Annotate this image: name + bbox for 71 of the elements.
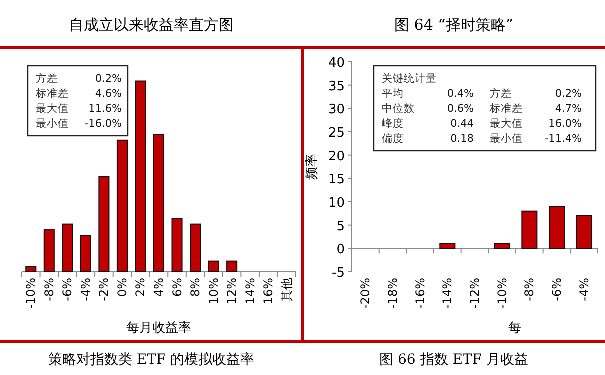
x-tick-label: -14%: [440, 278, 455, 310]
bar: [80, 235, 92, 272]
text: 最大值 16.0%: [490, 118, 582, 130]
text: 方差 0.2%: [36, 73, 122, 85]
x-tick-label: -18%: [386, 278, 400, 310]
text: 最大值 11.6%: [36, 103, 122, 115]
x-tick-label: -2%: [97, 278, 112, 302]
y-tick-label: 10: [328, 196, 345, 211]
bar: [153, 134, 165, 272]
x-tick-label: -6%: [60, 278, 75, 302]
text: 标准差 4.7%: [490, 103, 582, 115]
x-tick-label: 14%: [243, 278, 258, 305]
x-tick-label: 2%: [134, 278, 148, 298]
y-axis-title: 频率: [304, 154, 320, 180]
x-axis-title: 每月收益率: [126, 320, 192, 336]
annotation: 关键统计量: [382, 72, 437, 85]
x-tick-label: -10%: [24, 278, 38, 310]
text: 标准差 4.6%: [36, 88, 122, 100]
x-tick-label: -12%: [468, 278, 482, 310]
y-tick-label: 15: [328, 172, 345, 188]
bar: [576, 216, 592, 250]
bar: [522, 210, 538, 250]
bar: [116, 140, 128, 272]
x-tick-label: -8%: [42, 278, 56, 302]
text: 峰度 0.44: [382, 118, 474, 130]
x-tick-label: -4%: [577, 278, 592, 302]
x-tick-label: 16%: [262, 278, 276, 305]
bar: [172, 218, 183, 272]
text: 中位数 0.6%: [382, 103, 474, 115]
x-tick-label: 12%: [225, 278, 240, 305]
x-tick-label: 8%: [188, 278, 203, 298]
text: 方差 0.2%: [490, 88, 582, 100]
x-tick-label: 0%: [115, 278, 130, 298]
y-tick-label: 25: [328, 126, 345, 141]
bar: [44, 230, 55, 272]
caption: 图 66 指数 ETF 月收益: [380, 352, 528, 368]
x-tick-label: 6%: [170, 278, 184, 298]
bar: [494, 244, 510, 250]
text: 平均 0.4%: [382, 88, 474, 100]
text: 偏度 0.18: [382, 133, 474, 145]
y-tick-label: 30: [328, 102, 345, 118]
bar: [208, 260, 220, 272]
x-tick-label: -16%: [413, 278, 428, 310]
x-tick-label: -10%: [495, 278, 510, 310]
x-tick-label: -6%: [550, 278, 564, 302]
x-tick-label: 其他: [280, 278, 294, 302]
chart-title: 图 64 “择时策略”: [394, 16, 514, 34]
y-tick-label: 20: [328, 149, 345, 164]
bar: [26, 266, 37, 272]
bar: [440, 244, 456, 250]
x-tick-label: -4%: [78, 278, 93, 302]
y-tick-label: 40: [328, 56, 345, 71]
bar: [98, 176, 110, 272]
chart-title: 自成立以来收益率直方图: [69, 16, 234, 34]
text: 最小值 -11.4%: [490, 133, 582, 145]
bar: [548, 206, 566, 250]
x-tick-label: 4%: [152, 278, 166, 298]
bar: [135, 80, 146, 272]
text: 最小值 -16.0%: [36, 118, 122, 130]
x-tick-label: 10%: [206, 278, 221, 305]
text: 策略对指数类 ETF 的模拟收益率: [48, 352, 255, 368]
bar: [190, 224, 202, 272]
bar: [226, 260, 238, 272]
y-tick-label: 0: [336, 242, 345, 258]
x-axis-title: 每: [508, 321, 522, 336]
y-tick-label: 35: [328, 79, 345, 94]
y-tick-label: 5: [336, 219, 345, 234]
x-tick-label: -8%: [522, 278, 537, 302]
y-tick-label: -5: [332, 266, 345, 281]
x-tick-label: -20%: [358, 278, 373, 310]
bar: [62, 224, 74, 272]
